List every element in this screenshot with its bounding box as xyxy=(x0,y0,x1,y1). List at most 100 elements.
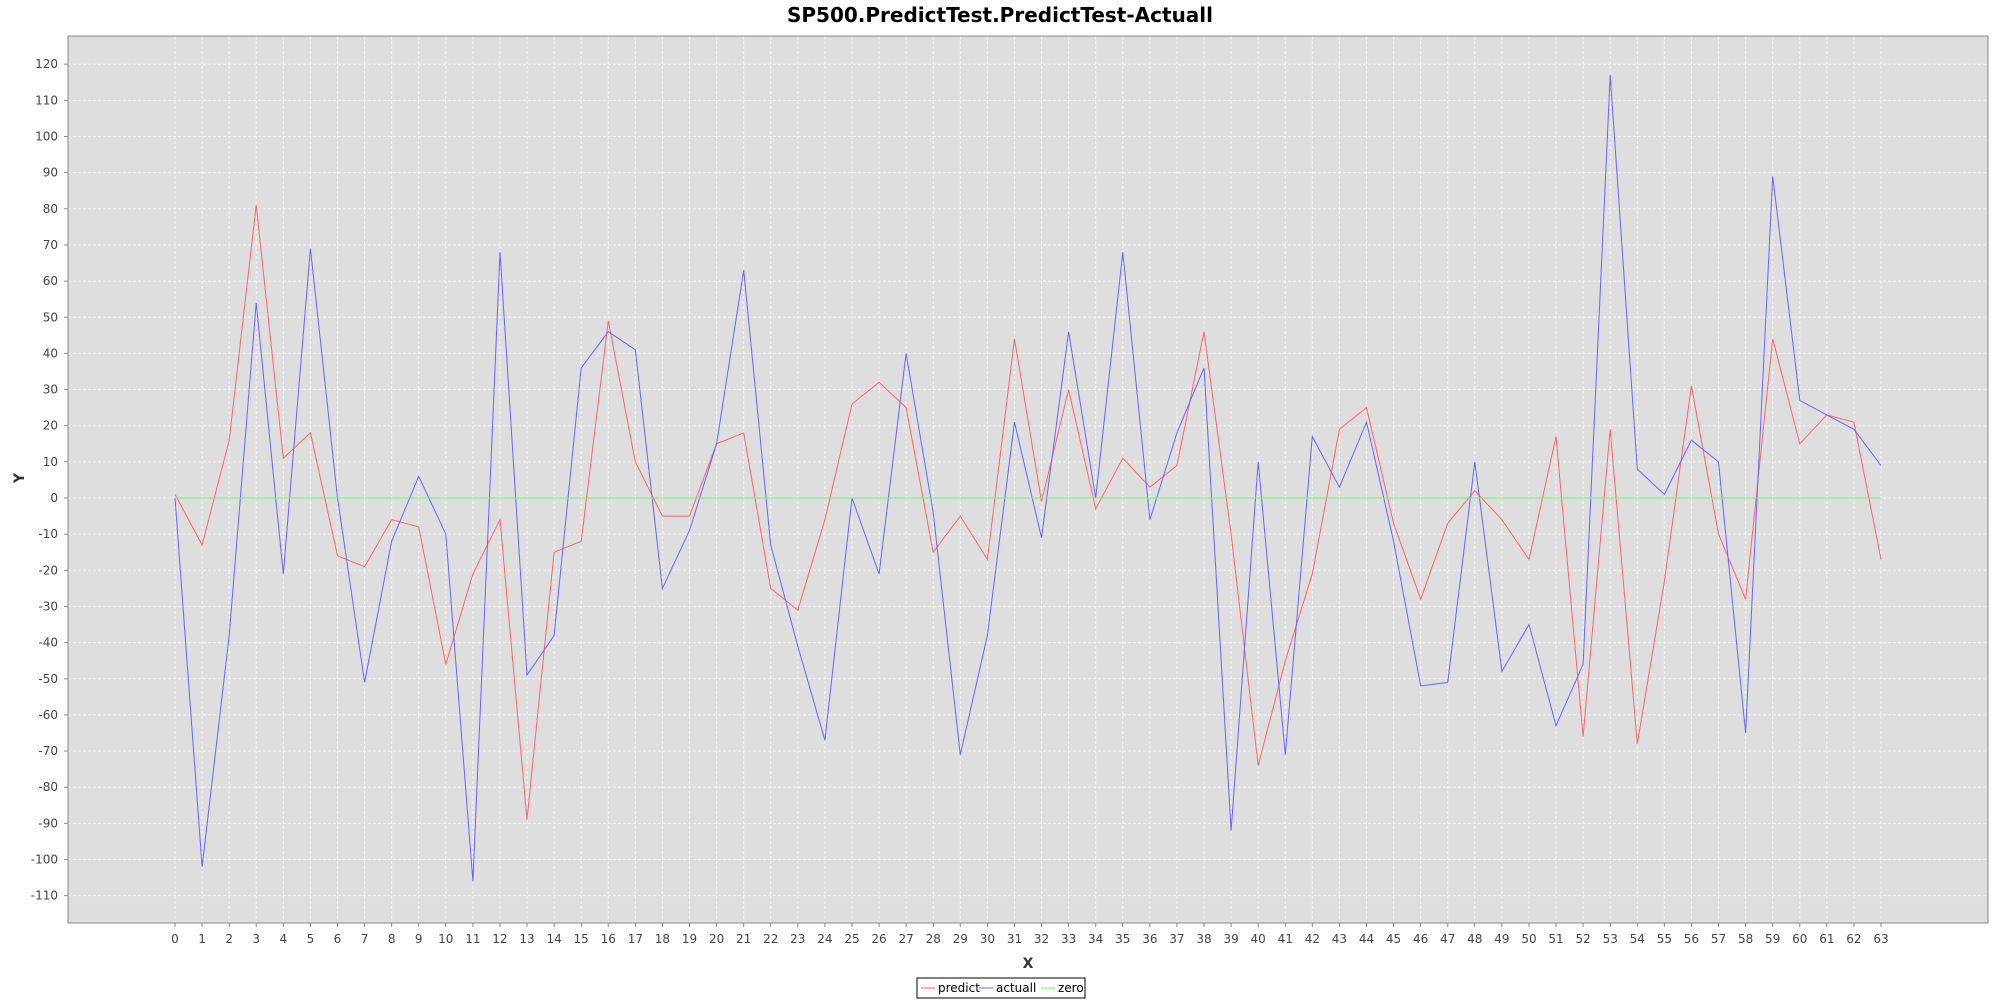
x-tick-label: 11 xyxy=(465,932,480,946)
x-tick-label: 21 xyxy=(736,932,751,946)
x-axis-label: X xyxy=(1023,956,1034,972)
x-tick-label: 38 xyxy=(1196,932,1211,946)
plot-frame xyxy=(67,35,1989,924)
x-tick-label: 59 xyxy=(1765,932,1780,946)
y-tick-label: -20 xyxy=(38,563,58,577)
y-tick-label: -40 xyxy=(38,636,58,650)
x-tick-label: 51 xyxy=(1548,932,1563,946)
x-tick-label: 12 xyxy=(492,932,507,946)
x-tick-label: 17 xyxy=(628,932,643,946)
y-axis-ticks: 1201101009080706050403020100-10-20-30-40… xyxy=(31,57,68,903)
x-tick-label: 3 xyxy=(252,932,260,946)
x-tick-label: 54 xyxy=(1630,932,1645,946)
x-tick-label: 56 xyxy=(1684,932,1699,946)
x-tick-label: 50 xyxy=(1521,932,1536,946)
x-axis-ticks: 0 1 2 3 4 5 6 7 8 9 10 11 12 13 14 15 16 17 18 19 20 21 22 23 24… xyxy=(171,923,1889,946)
x-tick-label: 8 xyxy=(388,932,396,946)
x-tick-label: 52 xyxy=(1575,932,1590,946)
y-tick-label: -100 xyxy=(31,853,58,867)
y-tick-label: -10 xyxy=(38,527,58,541)
x-tick-label: 1 xyxy=(198,932,206,946)
legend-label-actuall: actuall xyxy=(996,981,1036,995)
y-tick-label: -30 xyxy=(38,599,58,613)
x-tick-label: 0 xyxy=(171,932,179,946)
x-tick-label: 41 xyxy=(1278,932,1293,946)
x-tick-label: 23 xyxy=(790,932,805,946)
y-tick-label: 10 xyxy=(43,455,58,469)
x-tick-label: 63 xyxy=(1873,932,1888,946)
x-tick-label: 18 xyxy=(655,932,670,946)
x-tick-label: 14 xyxy=(546,932,561,946)
y-tick-label: 0 xyxy=(50,491,58,505)
x-tick-label: 25 xyxy=(844,932,859,946)
x-tick-label: 10 xyxy=(438,932,453,946)
legend-label-predict: predict xyxy=(938,981,980,995)
x-tick-label: 36 xyxy=(1142,932,1157,946)
x-tick-label: 2 xyxy=(225,932,233,946)
x-tick-label: 60 xyxy=(1792,932,1807,946)
x-tick-label: 22 xyxy=(763,932,778,946)
x-tick-label: 58 xyxy=(1738,932,1753,946)
x-tick-label: 26 xyxy=(871,932,886,946)
y-tick-label: 20 xyxy=(43,419,58,433)
x-tick-label: 44 xyxy=(1359,932,1374,946)
x-tick-label: 20 xyxy=(709,932,724,946)
y-tick-label: -90 xyxy=(38,816,58,830)
x-tick-label: 48 xyxy=(1467,932,1482,946)
x-tick-label: 62 xyxy=(1846,932,1861,946)
y-tick-label: 80 xyxy=(43,202,58,216)
x-tick-label: 55 xyxy=(1657,932,1672,946)
series-lines xyxy=(174,74,1882,882)
legend-box xyxy=(916,977,1086,999)
x-tick-label: 39 xyxy=(1223,932,1238,946)
x-tick-label: 32 xyxy=(1034,932,1049,946)
y-tick-label: 40 xyxy=(43,346,58,360)
y-tick-label: 120 xyxy=(35,57,58,71)
y-tick-label: 100 xyxy=(35,130,58,144)
y-tick-label: 70 xyxy=(43,238,58,252)
x-tick-label: 27 xyxy=(899,932,914,946)
x-tick-label: 49 xyxy=(1494,932,1509,946)
x-tick-label: 28 xyxy=(926,932,941,946)
x-tick-label: 6 xyxy=(334,932,342,946)
x-tick-label: 13 xyxy=(519,932,534,946)
x-tick-label: 53 xyxy=(1603,932,1618,946)
series-line-predict xyxy=(174,205,1882,820)
x-tick-label: 61 xyxy=(1819,932,1834,946)
y-tick-label: -80 xyxy=(38,780,58,794)
x-tick-label: 7 xyxy=(361,932,369,946)
series-line-actuall xyxy=(174,74,1882,882)
x-tick-label: 45 xyxy=(1386,932,1401,946)
y-tick-label: -110 xyxy=(31,889,58,903)
x-tick-label: 30 xyxy=(980,932,995,946)
x-tick-label: 35 xyxy=(1115,932,1130,946)
x-tick-label: 57 xyxy=(1711,932,1726,946)
y-tick-label: -70 xyxy=(38,744,58,758)
x-tick-label: 15 xyxy=(574,932,589,946)
x-tick-label: 47 xyxy=(1440,932,1455,946)
y-tick-label: 90 xyxy=(43,166,58,180)
x-tick-label: 40 xyxy=(1251,932,1266,946)
x-tick-label: 9 xyxy=(415,932,423,946)
x-tick-label: 33 xyxy=(1061,932,1076,946)
x-tick-label: 5 xyxy=(307,932,315,946)
y-tick-label: -50 xyxy=(38,672,58,686)
legend: predict actuall zero xyxy=(916,977,1086,999)
legend-label-zero: zero xyxy=(1058,981,1084,995)
x-tick-label: 19 xyxy=(682,932,697,946)
y-tick-label: 30 xyxy=(43,383,58,397)
y-axis-label: Y xyxy=(12,472,28,484)
x-tick-label: 4 xyxy=(279,932,287,946)
y-tick-label: -60 xyxy=(38,708,58,722)
y-tick-label: 50 xyxy=(43,310,58,324)
y-tick-label: 60 xyxy=(43,274,58,288)
x-tick-label: 42 xyxy=(1305,932,1320,946)
x-tick-label: 37 xyxy=(1169,932,1184,946)
x-tick-label: 24 xyxy=(817,932,832,946)
x-tick-label: 46 xyxy=(1413,932,1428,946)
x-tick-label: 29 xyxy=(953,932,968,946)
x-tick-label: 16 xyxy=(601,932,616,946)
x-tick-label: 34 xyxy=(1088,932,1103,946)
y-tick-label: 110 xyxy=(35,93,58,107)
chart-title: SP500.PredictTest.PredictTest-Actuall xyxy=(787,3,1213,27)
